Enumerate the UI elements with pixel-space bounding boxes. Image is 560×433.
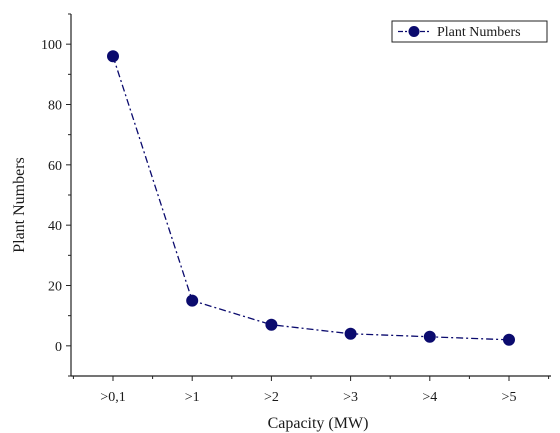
x-tick-label: >1 (185, 390, 200, 405)
data-point (503, 333, 515, 346)
data-point (186, 294, 199, 307)
x-tick-label: >4 (422, 390, 437, 405)
data-point (265, 318, 278, 331)
x-tick-label: >2 (264, 390, 279, 405)
legend-box (391, 20, 548, 43)
data-point (344, 327, 357, 340)
plot-area: 0 20 40 60 80 100 >0,1 >1 >2 >3 >4 >5 (41, 13, 551, 405)
y-tick-label: 20 (48, 280, 62, 295)
legend: Plant Numbers (391, 20, 548, 43)
data-point (107, 50, 119, 63)
y-tick-label: 0 (55, 340, 62, 355)
y-tick-label: 80 (48, 99, 62, 114)
y-axis-label: Plant Numbers (11, 157, 28, 253)
data-point (423, 330, 436, 343)
y-tick-label: 60 (48, 159, 62, 174)
x-axis-label: Capacity (MW) (268, 415, 369, 432)
y-tick-label: 40 (48, 219, 62, 234)
x-tick-label: >3 (343, 390, 358, 405)
y-tick-label: 100 (41, 38, 62, 53)
legend-label: Plant Numbers (437, 25, 521, 40)
x-tick-label: >0,1 (100, 390, 125, 405)
x-tick-label: >5 (502, 390, 517, 405)
series-line (112, 56, 510, 341)
legend-marker (408, 26, 420, 37)
